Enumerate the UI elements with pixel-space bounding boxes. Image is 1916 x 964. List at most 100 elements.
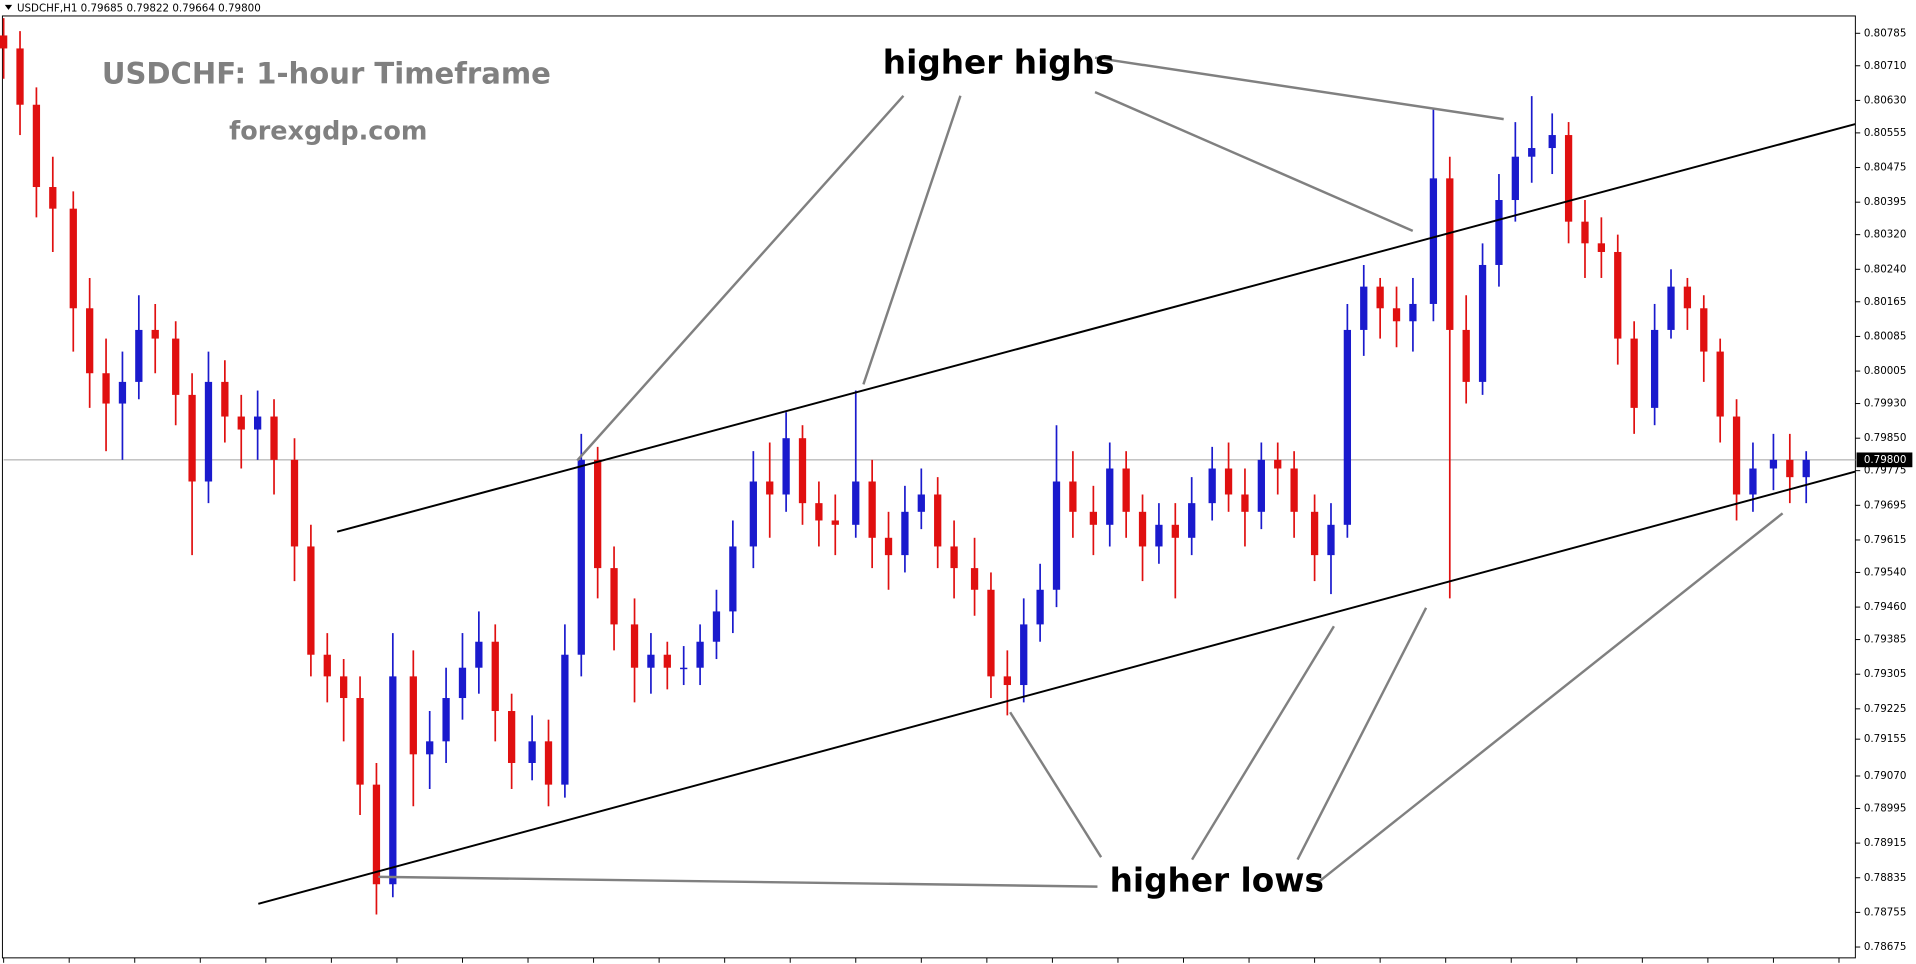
annotation: forexgdp.com <box>229 117 427 147</box>
candle-body <box>409 676 417 755</box>
candle-body <box>221 381 229 417</box>
candle-body <box>970 568 979 590</box>
pointer-line <box>1009 711 1103 858</box>
candle-body <box>1171 524 1179 538</box>
plot <box>0 18 1856 915</box>
candle-body <box>323 654 331 677</box>
y-tick-label: 0.78675 <box>1864 941 1907 953</box>
candle-body <box>16 48 24 105</box>
candle-body <box>1650 329 1659 408</box>
candle-body <box>69 208 77 309</box>
candle-body <box>1732 416 1741 495</box>
candle-body <box>151 329 159 339</box>
candle-body <box>1069 481 1077 512</box>
pointer-line <box>1296 607 1428 861</box>
y-tick-label: 0.78915 <box>1864 837 1907 849</box>
candle-body <box>0 35 8 49</box>
candle-body <box>712 611 721 642</box>
candle-body <box>782 438 790 495</box>
candle-body <box>86 308 94 374</box>
candle-body <box>356 698 364 785</box>
candle-body <box>1429 178 1438 304</box>
candle-body <box>577 459 585 655</box>
annotation: higher highs <box>883 42 1115 81</box>
candle-body <box>766 481 774 495</box>
pointer-line <box>1191 625 1335 861</box>
candle-body <box>1208 468 1216 504</box>
candle-body <box>1343 329 1352 525</box>
candle-body <box>32 104 41 188</box>
candle-body <box>1241 494 1249 512</box>
candle-body <box>1290 468 1298 512</box>
candle-body <box>1597 243 1606 252</box>
y-tick-label: 0.79615 <box>1864 534 1907 546</box>
candle-body <box>1749 468 1757 495</box>
header-arrow <box>4 4 13 10</box>
candle-body <box>1376 286 1384 309</box>
y-tick-label: 0.80475 <box>1864 161 1907 173</box>
candle-body <box>815 503 823 521</box>
candle-body <box>1786 459 1794 478</box>
current-price-label: 0.79800 <box>1864 454 1907 466</box>
candle-body <box>204 381 213 482</box>
y-tick-label: 0.79305 <box>1864 668 1907 680</box>
candle-body <box>135 329 143 382</box>
chart-header: USDCHF,H1 0.79685 0.79822 0.79664 0.7980… <box>17 3 261 15</box>
candle-body <box>696 641 704 668</box>
y-tick-label: 0.80395 <box>1864 196 1907 208</box>
candle-body <box>749 481 757 547</box>
candle-body <box>340 676 348 699</box>
candle-body <box>610 568 618 625</box>
candle-body <box>1020 624 1028 686</box>
y-tick-label: 0.79070 <box>1864 770 1907 782</box>
candle-body <box>1802 459 1810 478</box>
y-tick-label: 0.80630 <box>1864 94 1907 106</box>
pointer-line <box>378 875 1098 888</box>
candle-body <box>1224 468 1233 495</box>
candle-body <box>1667 286 1675 330</box>
y-tick-label: 0.80555 <box>1864 127 1907 139</box>
candle-body <box>901 511 909 556</box>
candle-body <box>1036 589 1044 625</box>
candle-body <box>1360 286 1368 330</box>
candle-body <box>1188 503 1196 538</box>
pointer-line <box>576 94 905 462</box>
candle-body <box>102 373 110 404</box>
current-price-box <box>1856 452 1913 468</box>
candle-body <box>647 654 655 668</box>
candle-body <box>831 520 839 525</box>
candle-body <box>1548 135 1556 149</box>
y-tick-label: 0.79930 <box>1864 398 1907 410</box>
y-tick-label: 0.79225 <box>1864 703 1907 715</box>
candle-body <box>1511 156 1519 201</box>
candle-body <box>594 459 602 569</box>
candle-body <box>389 676 397 885</box>
candle-body <box>270 416 278 460</box>
candle-body <box>1089 511 1098 525</box>
candle-body <box>1614 251 1622 339</box>
candle-body <box>253 416 262 430</box>
candle-body <box>49 187 57 209</box>
annotation: USDCHF: 1-hour Timeframe <box>102 56 551 90</box>
candle-body <box>729 546 737 612</box>
candle-body <box>1327 524 1335 556</box>
candle-body <box>1052 481 1061 590</box>
candle-body <box>1630 338 1638 408</box>
candle-body <box>1310 511 1319 556</box>
candle-body <box>1564 135 1573 222</box>
candle-body <box>1106 468 1114 525</box>
y-tick-label: 0.79385 <box>1864 634 1907 646</box>
candle-body <box>458 667 467 699</box>
candle-body <box>188 394 196 482</box>
candle-body <box>1155 524 1163 547</box>
y-tick-label: 0.80320 <box>1864 229 1907 241</box>
y-tick-label: 0.80085 <box>1864 330 1907 342</box>
candle-body <box>1581 221 1589 244</box>
candle-body <box>1769 459 1778 469</box>
candle-body <box>1495 200 1503 265</box>
y-tick-label: 0.80240 <box>1864 263 1907 275</box>
candle-body <box>1528 148 1536 157</box>
pointer-line <box>1094 90 1414 232</box>
